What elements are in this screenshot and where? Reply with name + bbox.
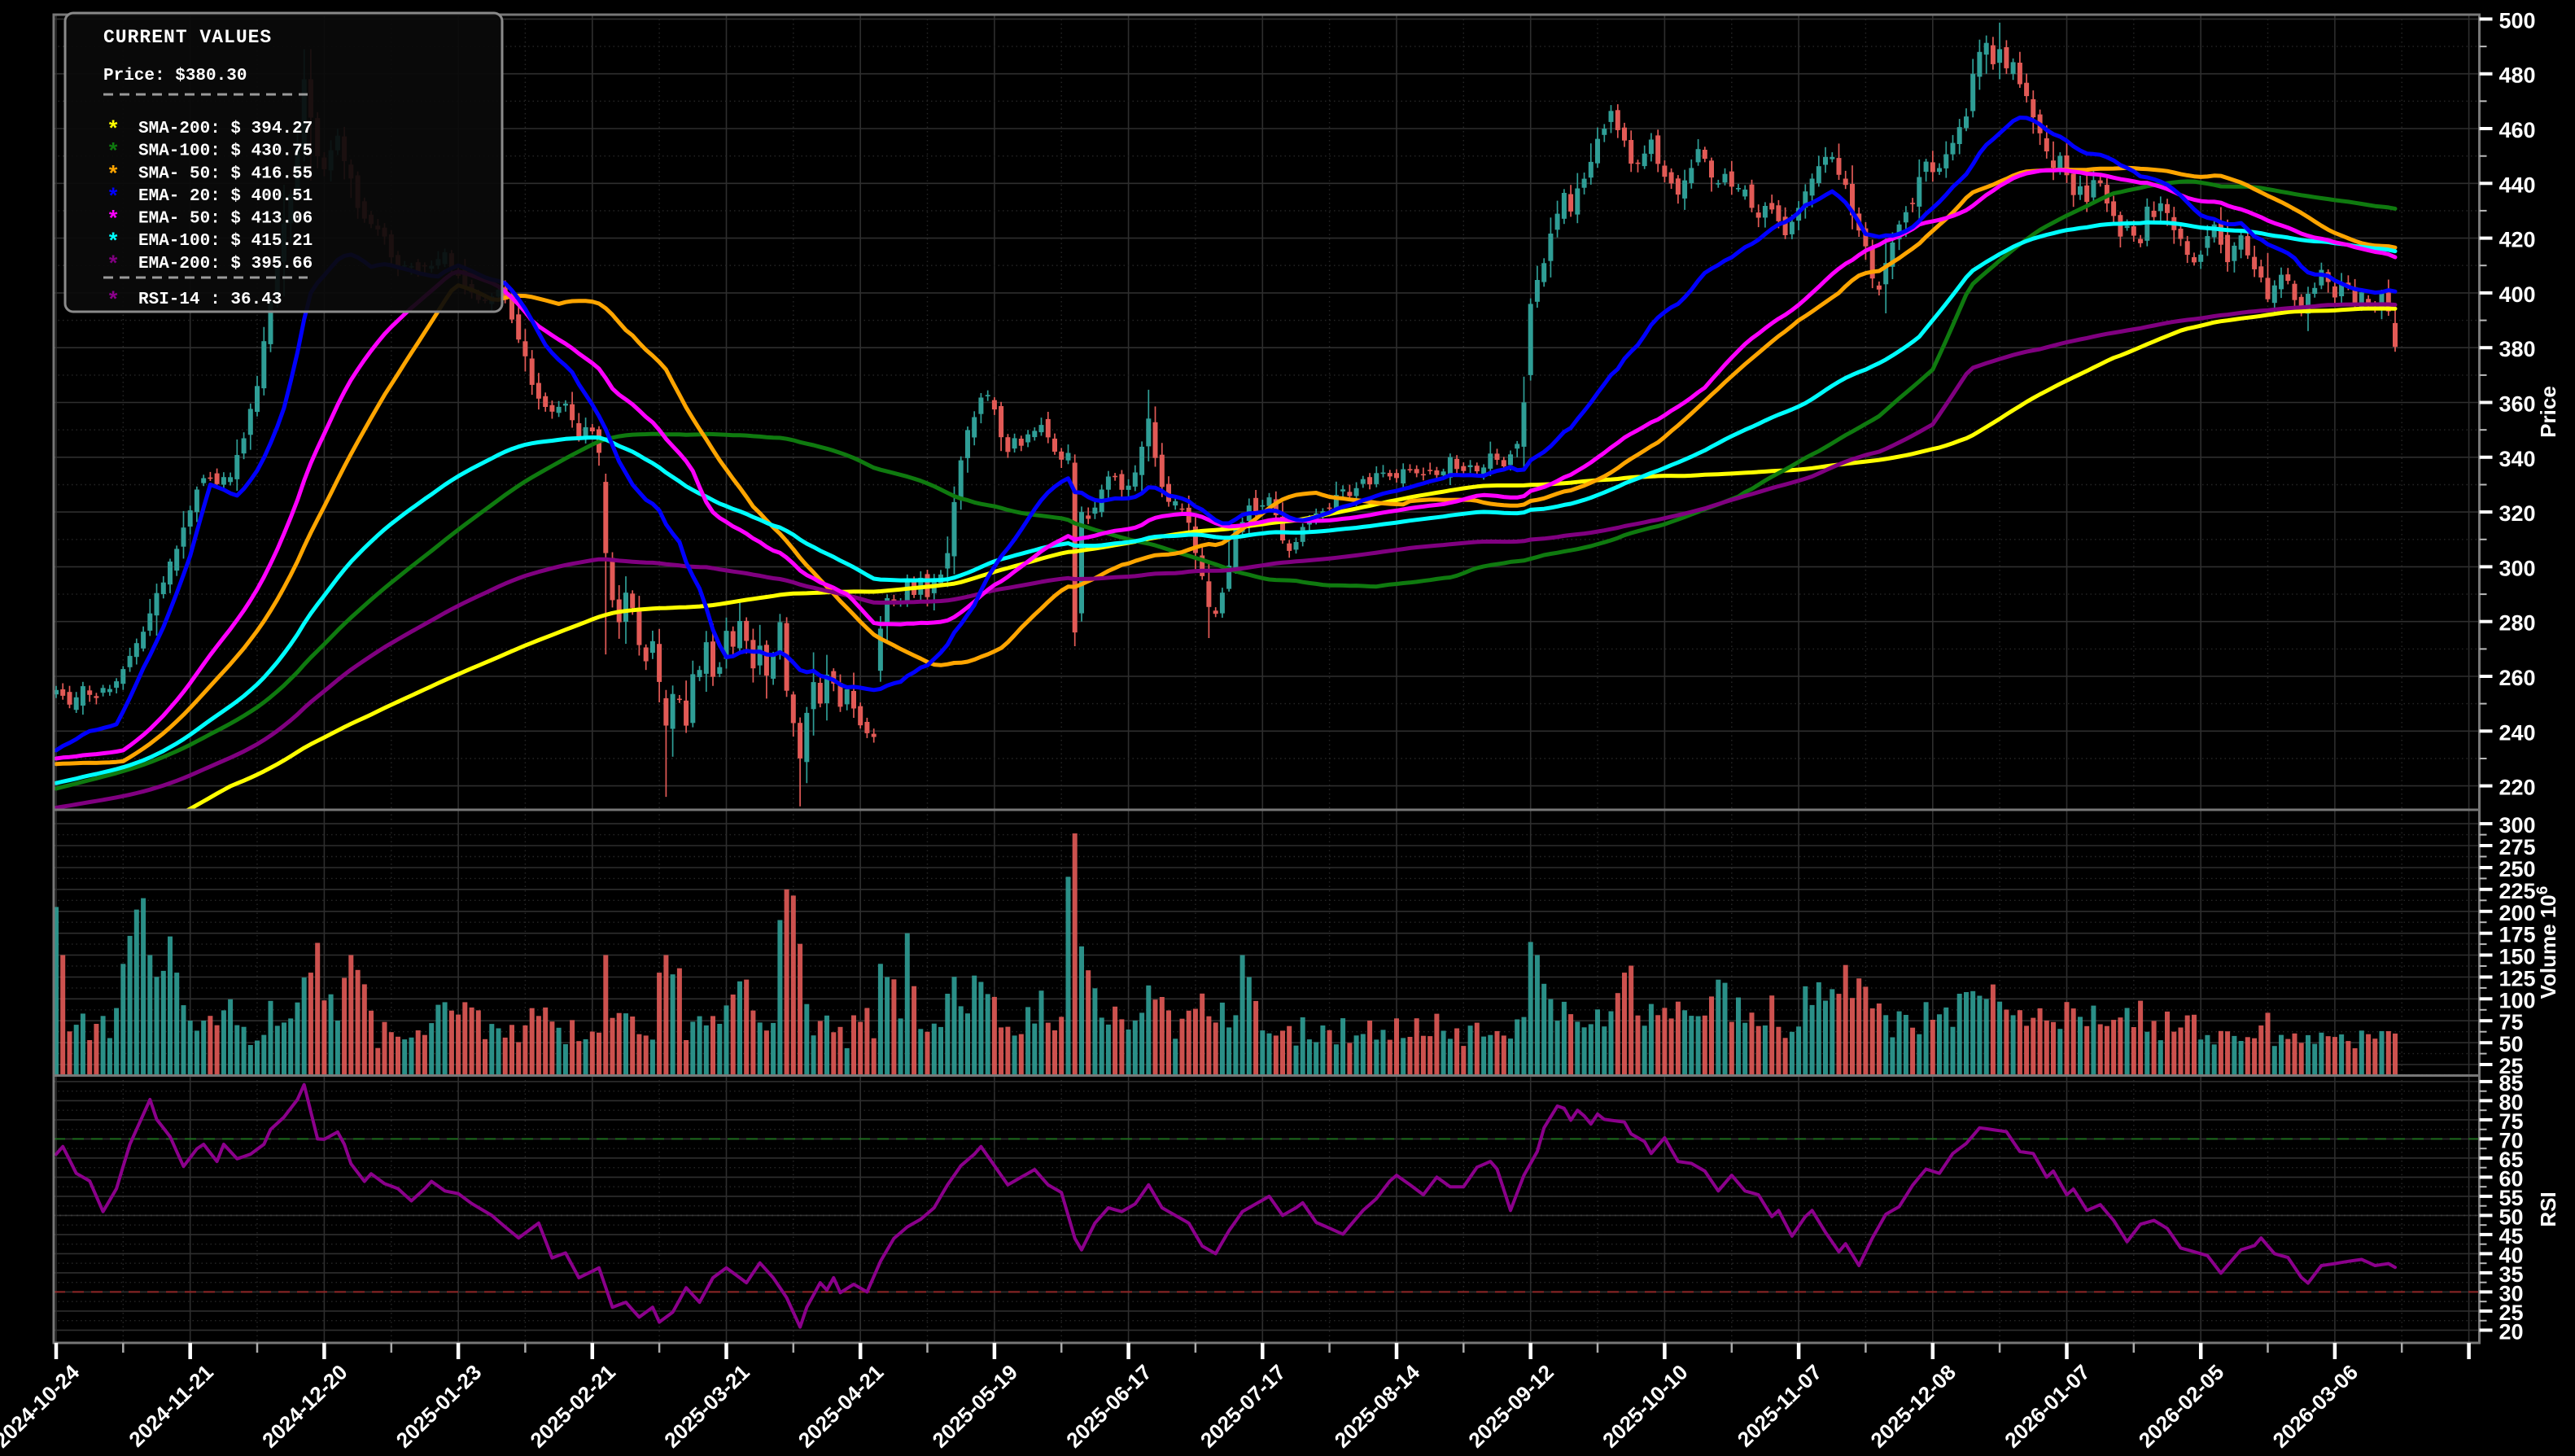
svg-text:80: 80: [2499, 1090, 2524, 1114]
svg-text:260: 260: [2499, 666, 2536, 690]
svg-text:40: 40: [2499, 1243, 2524, 1267]
svg-text:480: 480: [2499, 63, 2536, 88]
svg-text:420: 420: [2499, 228, 2536, 252]
svg-text:*: *: [107, 290, 120, 314]
svg-text:EMA- 50: $ 413.06: EMA- 50: $ 413.06: [138, 210, 313, 229]
svg-text:250: 250: [2499, 857, 2536, 881]
svg-text:60: 60: [2499, 1166, 2524, 1191]
svg-text:EMA-200: $ 395.66: EMA-200: $ 395.66: [138, 255, 313, 273]
svg-text:25: 25: [2499, 1054, 2524, 1078]
svg-text:*: *: [107, 186, 120, 211]
svg-text:RSI-14 : 36.43: RSI-14 : 36.43: [138, 291, 282, 309]
svg-text:Price: Price: [2536, 386, 2560, 438]
svg-text:20: 20: [2499, 1319, 2524, 1344]
svg-text:360: 360: [2499, 392, 2536, 417]
svg-text:*: *: [107, 142, 120, 166]
svg-text:200: 200: [2499, 901, 2536, 925]
svg-text:280: 280: [2499, 611, 2536, 636]
svg-text:30: 30: [2499, 1281, 2524, 1305]
svg-text:70: 70: [2499, 1128, 2524, 1152]
svg-text:CURRENT VALUES: CURRENT VALUES: [103, 27, 272, 48]
svg-text:SMA-100: $ 430.75: SMA-100: $ 430.75: [138, 142, 313, 161]
svg-text:SMA-200: $ 394.27: SMA-200: $ 394.27: [138, 120, 313, 138]
svg-text:35: 35: [2499, 1262, 2524, 1287]
svg-text:220: 220: [2499, 776, 2536, 800]
svg-text:EMA-100: $ 415.21: EMA-100: $ 415.21: [138, 232, 313, 251]
svg-text:SMA- 50: $ 416.55: SMA- 50: $ 416.55: [138, 164, 313, 183]
svg-text:175: 175: [2499, 923, 2536, 947]
svg-text:75: 75: [2499, 1109, 2524, 1134]
svg-text:*: *: [107, 254, 120, 278]
svg-text:400: 400: [2499, 282, 2536, 307]
svg-text:300: 300: [2499, 556, 2536, 580]
svg-text:65: 65: [2499, 1148, 2524, 1172]
svg-text:45: 45: [2499, 1224, 2524, 1248]
svg-text:320: 320: [2499, 501, 2536, 526]
svg-text:125: 125: [2499, 967, 2536, 991]
svg-text:150: 150: [2499, 945, 2536, 969]
svg-text:50: 50: [2499, 1205, 2524, 1229]
svg-text:*: *: [107, 119, 120, 143]
svg-text:340: 340: [2499, 447, 2536, 471]
svg-text:50: 50: [2499, 1032, 2524, 1056]
svg-text:RSI: RSI: [2536, 1191, 2560, 1226]
svg-text:275: 275: [2499, 835, 2536, 859]
svg-text:55: 55: [2499, 1186, 2524, 1210]
svg-text:Price: $380.30: Price: $380.30: [103, 67, 247, 85]
svg-text:*: *: [107, 164, 120, 188]
svg-text:*: *: [107, 231, 120, 256]
svg-text:500: 500: [2499, 8, 2536, 33]
svg-text:240: 240: [2499, 720, 2536, 745]
svg-text:460: 460: [2499, 118, 2536, 142]
svg-text:300: 300: [2499, 813, 2536, 837]
svg-text:85: 85: [2499, 1071, 2524, 1095]
svg-text:EMA- 20: $ 400.51: EMA- 20: $ 400.51: [138, 187, 313, 206]
svg-text:*: *: [107, 209, 120, 234]
svg-text:225: 225: [2499, 879, 2536, 903]
svg-text:380: 380: [2499, 337, 2536, 361]
svg-text:440: 440: [2499, 173, 2536, 197]
svg-text:Volume 106: Volume 106: [2534, 886, 2561, 999]
svg-text:25: 25: [2499, 1301, 2524, 1325]
svg-text:100: 100: [2499, 988, 2536, 1012]
svg-text:75: 75: [2499, 1010, 2524, 1034]
